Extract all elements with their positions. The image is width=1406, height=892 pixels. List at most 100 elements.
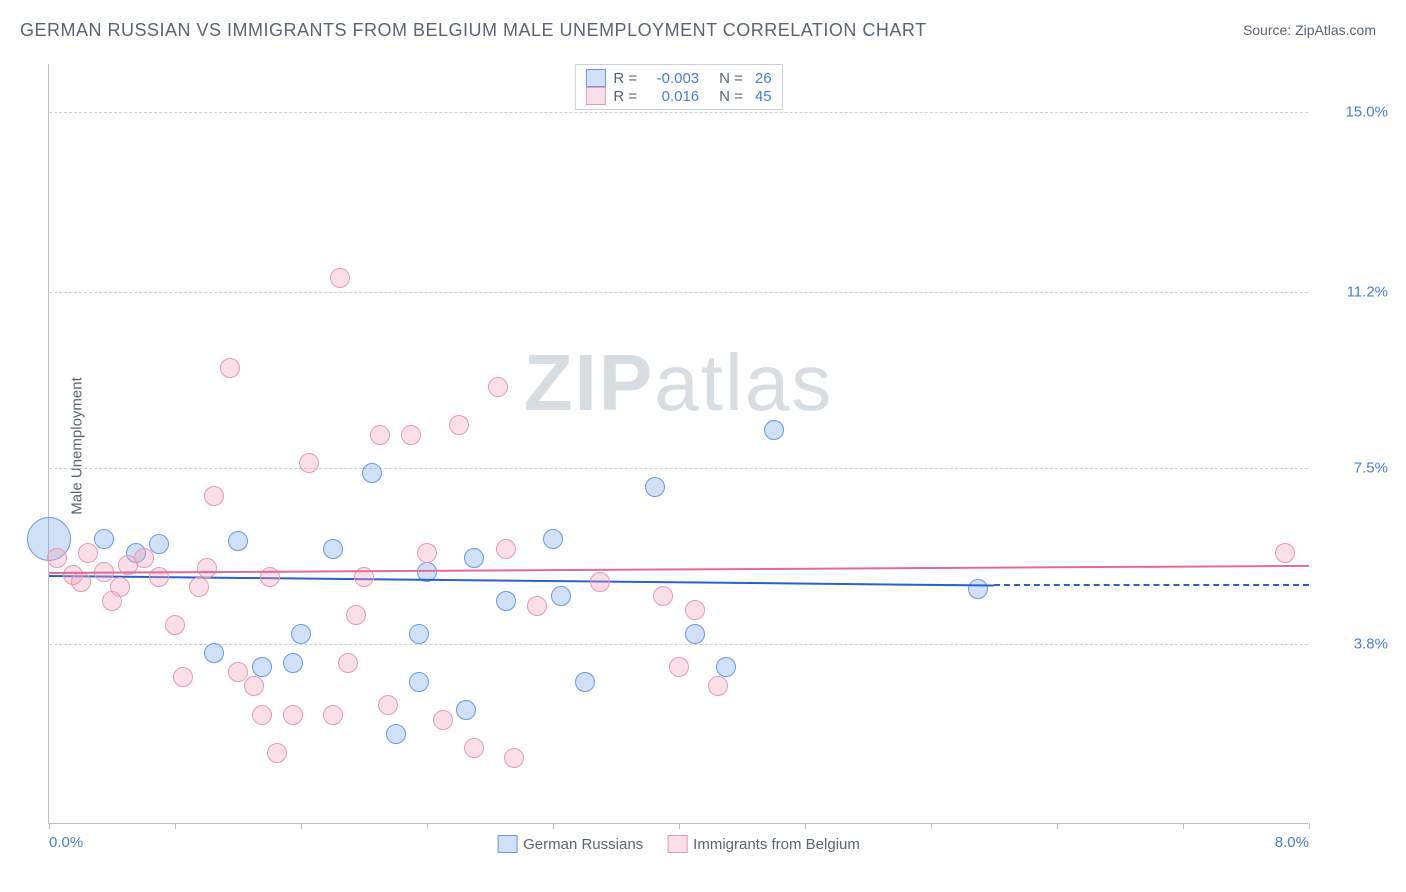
gridline	[49, 112, 1308, 113]
data-point	[189, 577, 209, 597]
data-point	[330, 268, 350, 288]
data-point	[409, 672, 429, 692]
data-point	[685, 624, 705, 644]
data-point	[708, 676, 728, 696]
y-tick-label: 15.0%	[1345, 103, 1388, 120]
series-legend: German Russians Immigrants from Belgium	[497, 835, 860, 853]
x-tick	[49, 823, 50, 829]
legend-item: Immigrants from Belgium	[667, 835, 860, 853]
data-point	[149, 534, 169, 554]
data-point	[496, 591, 516, 611]
data-point	[267, 743, 287, 763]
x-tick	[301, 823, 302, 829]
y-tick-label: 11.2%	[1347, 284, 1388, 301]
data-point	[488, 377, 508, 397]
x-tick-label: 8.0%	[1275, 834, 1309, 851]
data-point	[551, 586, 571, 606]
data-point	[968, 579, 988, 599]
data-point	[685, 600, 705, 620]
data-point	[165, 615, 185, 635]
data-point	[291, 624, 311, 644]
gridline	[49, 644, 1308, 645]
data-point	[716, 657, 736, 677]
data-point	[456, 700, 476, 720]
data-point	[346, 605, 366, 625]
x-tick	[1057, 823, 1058, 829]
data-point	[409, 624, 429, 644]
data-point	[543, 529, 563, 549]
data-point	[653, 586, 673, 606]
chart-title: GERMAN RUSSIAN VS IMMIGRANTS FROM BELGIU…	[20, 20, 927, 41]
data-point	[102, 591, 122, 611]
data-point	[283, 653, 303, 673]
legend-label: German Russians	[523, 836, 643, 853]
data-point	[94, 529, 114, 549]
legend-swatch	[585, 69, 605, 87]
source-label: Source: ZipAtlas.com	[1243, 22, 1376, 38]
data-point	[370, 425, 390, 445]
data-point	[1275, 543, 1295, 563]
data-point	[252, 657, 272, 677]
data-point	[323, 705, 343, 725]
y-tick-label: 7.5%	[1354, 459, 1388, 476]
data-point	[78, 543, 98, 563]
data-point	[244, 676, 264, 696]
data-point	[47, 548, 67, 568]
data-point	[496, 539, 516, 559]
x-tick	[427, 823, 428, 829]
data-point	[449, 415, 469, 435]
x-tick	[553, 823, 554, 829]
stats-row: R =0.016N =45	[585, 87, 771, 105]
data-point	[386, 724, 406, 744]
gridline	[49, 292, 1308, 293]
trend-line	[49, 565, 1309, 574]
data-point	[378, 695, 398, 715]
data-point	[433, 710, 453, 730]
data-point	[464, 548, 484, 568]
stats-legend: R =-0.003N =26R =0.016N =45	[574, 64, 782, 110]
x-tick	[931, 823, 932, 829]
data-point	[63, 565, 83, 585]
legend-swatch	[497, 835, 517, 853]
data-point	[669, 657, 689, 677]
x-tick	[805, 823, 806, 829]
data-point	[134, 548, 154, 568]
legend-swatch	[667, 835, 687, 853]
x-tick	[1309, 823, 1310, 829]
legend-label: Immigrants from Belgium	[693, 836, 860, 853]
data-point	[362, 463, 382, 483]
data-point	[504, 748, 524, 768]
stats-row: R =-0.003N =26	[585, 69, 771, 87]
x-tick	[679, 823, 680, 829]
data-point	[764, 420, 784, 440]
data-point	[299, 453, 319, 473]
x-tick-label: 0.0%	[49, 834, 83, 851]
data-point	[204, 643, 224, 663]
data-point	[252, 705, 272, 725]
data-point	[338, 653, 358, 673]
data-point	[283, 705, 303, 725]
gridline	[49, 468, 1308, 469]
data-point	[527, 596, 547, 616]
data-point	[464, 738, 484, 758]
x-tick	[1183, 823, 1184, 829]
data-point	[323, 539, 343, 559]
y-tick-label: 3.8%	[1354, 635, 1388, 652]
data-point	[220, 358, 240, 378]
watermark: ZIPatlas	[524, 337, 833, 429]
plot-area: ZIPatlas R =-0.003N =26R =0.016N =45 Ger…	[48, 64, 1308, 824]
data-point	[173, 667, 193, 687]
data-point	[645, 477, 665, 497]
data-point	[575, 672, 595, 692]
data-point	[197, 558, 217, 578]
legend-swatch	[585, 87, 605, 105]
trend-extrapolation	[994, 584, 1309, 586]
data-point	[401, 425, 421, 445]
data-point	[417, 543, 437, 563]
x-tick	[175, 823, 176, 829]
data-point	[590, 572, 610, 592]
data-point	[228, 531, 248, 551]
legend-item: German Russians	[497, 835, 643, 853]
data-point	[149, 567, 169, 587]
data-point	[204, 486, 224, 506]
